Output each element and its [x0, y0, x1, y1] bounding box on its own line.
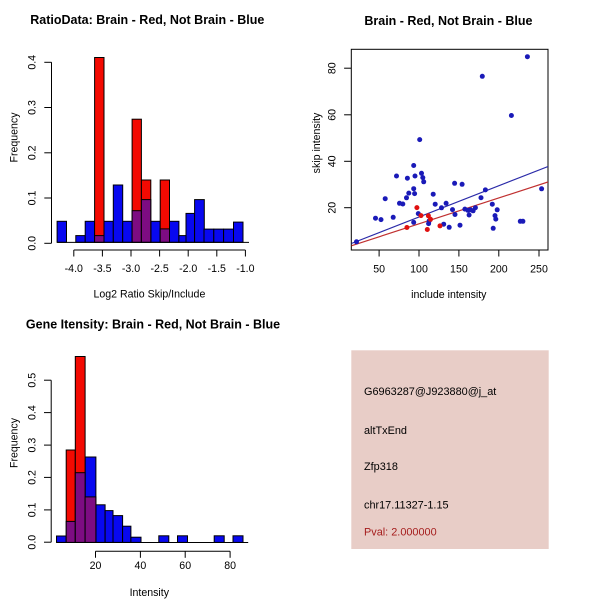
svg-text:Zfp318: Zfp318	[364, 461, 398, 473]
svg-text:G6963287@J923880@j_at: G6963287@J923880@j_at	[364, 386, 496, 398]
svg-text:Brain - Red, Not Brain - Blue: Brain - Red, Not Brain - Blue	[364, 14, 532, 28]
svg-text:-2.0: -2.0	[179, 263, 197, 275]
svg-text:0.1: 0.1	[27, 191, 39, 206]
svg-text:Log2 Ratio Skip/Include: Log2 Ratio Skip/Include	[93, 289, 205, 301]
svg-text:20: 20	[327, 202, 339, 214]
svg-text:0.0: 0.0	[27, 236, 39, 251]
svg-text:80: 80	[224, 560, 236, 572]
svg-text:-1.0: -1.0	[236, 263, 254, 275]
svg-text:chr17.11327-1.15: chr17.11327-1.15	[364, 500, 449, 512]
svg-text:0.2: 0.2	[27, 470, 39, 485]
svg-text:-1.5: -1.5	[208, 263, 226, 275]
svg-text:60: 60	[327, 109, 339, 121]
svg-text:-3.0: -3.0	[122, 263, 140, 275]
svg-text:-2.5: -2.5	[150, 263, 168, 275]
svg-text:Pval: 2.000000: Pval: 2.000000	[364, 526, 437, 538]
svg-text:40: 40	[327, 155, 339, 167]
svg-text:Intensity: Intensity	[130, 587, 170, 599]
svg-text:80: 80	[327, 62, 339, 74]
svg-text:0.2: 0.2	[27, 145, 39, 160]
svg-text:skip intensity: skip intensity	[311, 112, 323, 173]
svg-text:RatioData: Brain - Red, Not Br: RatioData: Brain - Red, Not Brain - Blue	[30, 13, 264, 27]
svg-text:0.3: 0.3	[27, 100, 39, 115]
svg-text:40: 40	[135, 560, 147, 572]
svg-text:250: 250	[530, 264, 548, 276]
svg-text:50: 50	[373, 264, 385, 276]
svg-text:-3.5: -3.5	[93, 263, 111, 275]
svg-text:200: 200	[490, 264, 508, 276]
svg-text:Frequency: Frequency	[9, 112, 21, 163]
svg-text:0.0: 0.0	[27, 535, 39, 550]
svg-text:Frequency: Frequency	[9, 417, 21, 468]
svg-text:0.5: 0.5	[27, 373, 39, 388]
svg-text:0.3: 0.3	[27, 438, 39, 453]
svg-text:0.1: 0.1	[27, 502, 39, 517]
svg-text:20: 20	[90, 560, 102, 572]
svg-text:0.4: 0.4	[27, 405, 39, 420]
svg-text:60: 60	[179, 560, 191, 572]
svg-text:include intensity: include intensity	[411, 289, 487, 301]
svg-text:100: 100	[410, 264, 428, 276]
svg-text:0.4: 0.4	[27, 55, 39, 70]
svg-text:150: 150	[450, 264, 468, 276]
svg-text:Gene Itensity: Brain - Red, No: Gene Itensity: Brain - Red, Not Brain - …	[26, 317, 280, 331]
svg-text:-4.0: -4.0	[65, 263, 83, 275]
svg-text:altTxEnd: altTxEnd	[364, 425, 407, 437]
